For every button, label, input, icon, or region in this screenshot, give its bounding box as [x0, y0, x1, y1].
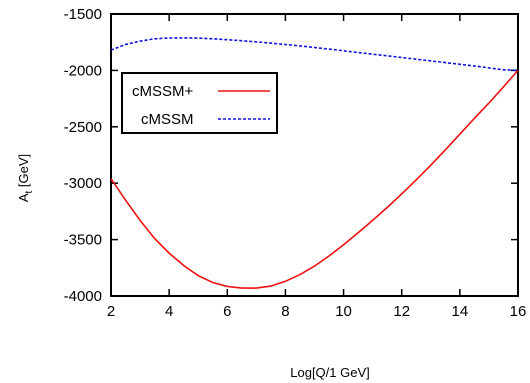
series-line-cmssm-plus: [110, 69, 519, 289]
legend-box: [121, 72, 278, 134]
x-tick-label: 6: [223, 303, 231, 320]
x-tick-label: 4: [165, 303, 173, 320]
plot-frame: [110, 13, 519, 297]
legend: cMSSM+ cMSSM: [121, 72, 278, 134]
x-tick-label: 10: [335, 303, 352, 320]
x-tick-label: 2: [107, 303, 115, 320]
y-tick-label: -3000: [64, 175, 102, 192]
x-tick-label: 8: [281, 303, 289, 320]
x-tick-label: 14: [452, 303, 469, 320]
series-line-cmssm: [110, 37, 519, 72]
x-tick-label: 12: [393, 303, 410, 320]
y-tick-label: -1500: [64, 6, 102, 23]
legend-label-cmssm-plus: cMSSM+: [132, 83, 194, 100]
y-tick-label: -2000: [64, 62, 102, 79]
y-tick-label: -4000: [64, 288, 102, 305]
ticks-layer: 2 4 6 8 10 12 14 16 -4000 -3500 -3000 -2500 -2000 -15…: [64, 6, 527, 320]
series-layer: [110, 37, 519, 289]
y-tick-label: -3500: [64, 232, 102, 249]
x-axis-label: Log[Q/1 GeV]: [290, 365, 370, 380]
y-axis-label: At [GeV]: [16, 154, 35, 202]
legend-label-cmssm: cMSSM: [141, 111, 194, 128]
y-tick-label: -2500: [64, 119, 102, 136]
x-tick-label: 16: [510, 303, 527, 320]
